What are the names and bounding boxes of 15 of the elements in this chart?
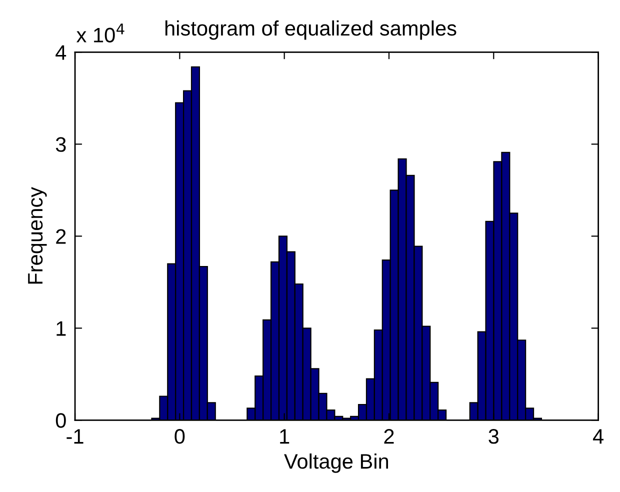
x-axis-title: Voltage Bin <box>284 453 388 473</box>
x-tick-label: 1 <box>280 429 290 444</box>
x-tick-label: 2 <box>384 429 394 444</box>
y-tick-label: 0 <box>56 413 66 428</box>
x-tick-label: 0 <box>174 429 185 444</box>
x-tick-label: 3 <box>488 429 499 444</box>
x-tick-label: 4 <box>592 429 604 444</box>
y-tick-label: 1 <box>56 321 66 336</box>
y-tick-label: 3 <box>56 137 66 152</box>
text: x 10$^{4}$ <box>76 24 124 42</box>
y-axis-title: Frequency <box>28 186 47 284</box>
y-tick-label: 2 <box>56 229 66 244</box>
y-tick-label: 4 <box>56 45 66 60</box>
x-tick-label: -1 <box>66 429 84 444</box>
chart-title: histogram of equalized samples <box>165 20 456 40</box>
